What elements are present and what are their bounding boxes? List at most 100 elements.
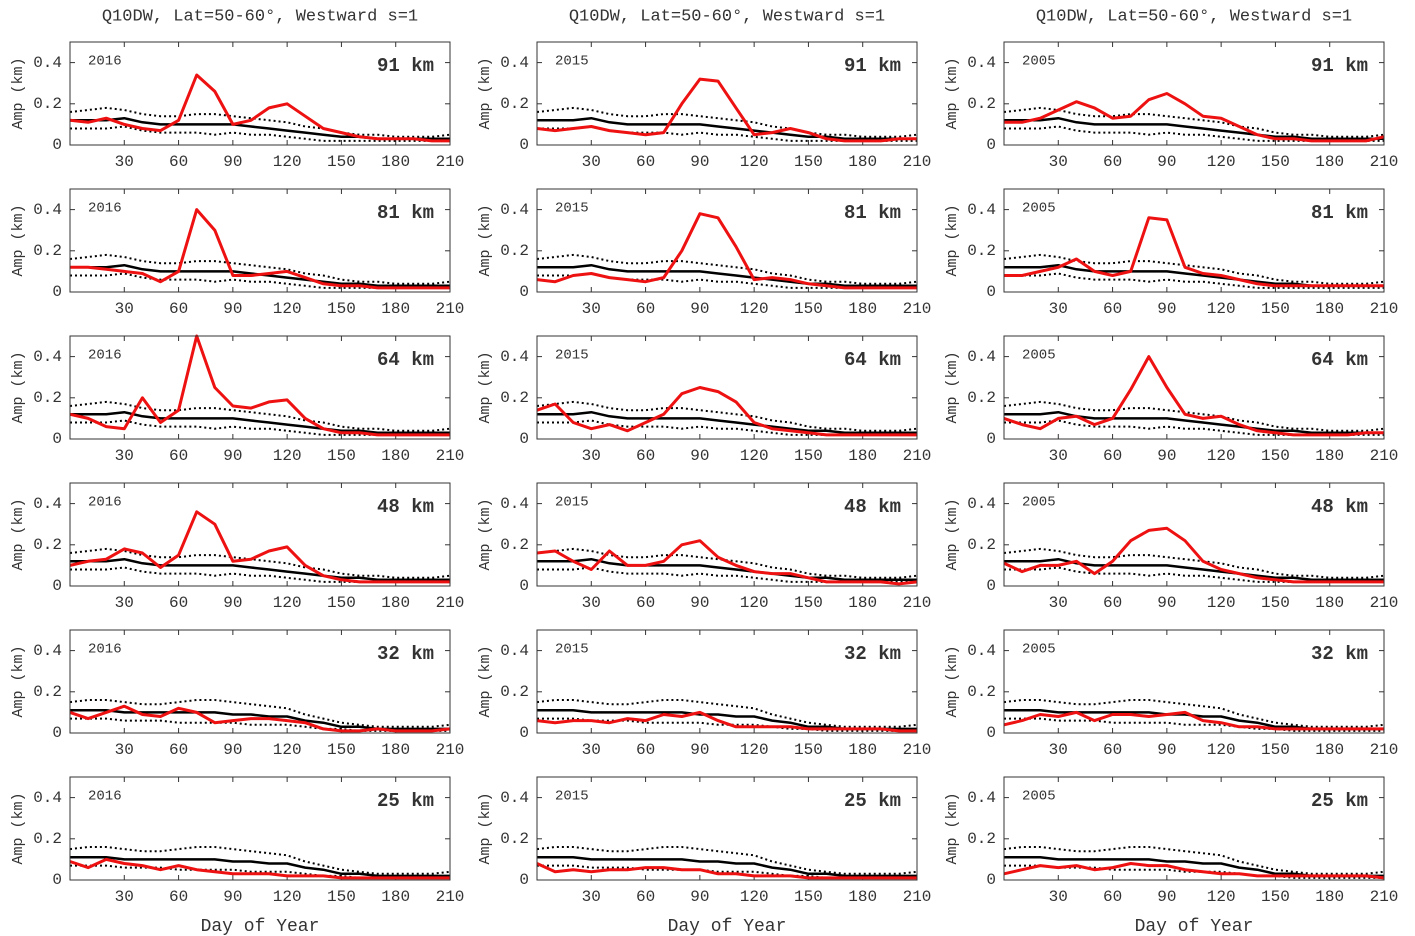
series-line — [69, 547, 451, 579]
x-tick-label: 30 — [1049, 153, 1068, 171]
altitude-label: 32 km — [1311, 643, 1368, 665]
altitude-label: 48 km — [1311, 496, 1368, 518]
x-tick-label: 90 — [223, 594, 242, 612]
y-tick-label: 0.2 — [500, 389, 529, 407]
y-tick-label: 0 — [52, 430, 62, 448]
y-tick-label: 0.2 — [967, 536, 996, 554]
x-tick-label: 90 — [223, 447, 242, 465]
y-tick-label: 0 — [986, 136, 996, 154]
x-tick-label: 60 — [636, 300, 655, 318]
x-tick-label: 210 — [436, 741, 465, 759]
series-line — [536, 386, 917, 437]
series-line — [536, 846, 918, 875]
x-tick-label: 150 — [794, 741, 823, 759]
series-line — [69, 400, 451, 432]
series-line — [69, 704, 451, 733]
x-tick-label: 120 — [273, 594, 302, 612]
series-line — [536, 77, 917, 143]
series-line — [69, 510, 450, 584]
x-tick-label: 150 — [794, 300, 823, 318]
series-line — [536, 699, 918, 728]
altitude-label: 91 km — [377, 55, 434, 77]
altitude-label: 64 km — [377, 349, 434, 371]
y-axis-label: Amp (km) — [477, 645, 494, 717]
y-axis-label: Amp (km) — [477, 204, 494, 276]
y-tick-label: 0.4 — [500, 642, 529, 660]
x-tick-label: 150 — [794, 447, 823, 465]
y-tick-label: 0.2 — [500, 95, 529, 113]
series-line — [69, 73, 450, 143]
x-tick-label: 30 — [115, 300, 134, 318]
y-tick-label: 0.2 — [500, 683, 529, 701]
year-label: 2015 — [555, 348, 589, 364]
altitude-label: 81 km — [844, 202, 901, 224]
series-line — [1004, 410, 1384, 435]
x-tick-label: 150 — [327, 153, 356, 171]
x-tick-label: 60 — [636, 594, 655, 612]
series-line — [537, 566, 917, 583]
year-label: 2005 — [1022, 642, 1056, 658]
series-line — [70, 557, 450, 582]
series-line — [536, 253, 918, 285]
x-tick-label: 150 — [327, 447, 356, 465]
x-tick-label: 90 — [690, 447, 709, 465]
altitude-label: 81 km — [1311, 202, 1368, 224]
year-label: 2005 — [1022, 789, 1056, 805]
y-tick-label: 0.4 — [33, 495, 62, 513]
series-line — [1004, 92, 1385, 143]
x-tick-label: 90 — [1157, 300, 1176, 318]
y-tick-label: 0 — [986, 724, 996, 742]
x-tick-label: 180 — [848, 447, 877, 465]
x-tick-label: 210 — [436, 153, 465, 171]
year-label: 2005 — [1022, 54, 1056, 70]
x-tick-label: 30 — [582, 741, 601, 759]
series-line — [69, 846, 451, 875]
series-line — [1003, 547, 1385, 579]
x-tick-label: 90 — [1157, 741, 1176, 759]
x-tick-label: 120 — [273, 447, 302, 465]
y-tick-label: 0 — [52, 724, 62, 742]
y-tick-label: 0 — [519, 871, 529, 889]
x-tick-label: 30 — [1049, 888, 1068, 906]
x-tick-label: 180 — [848, 888, 877, 906]
y-tick-label: 0 — [986, 871, 996, 889]
y-tick-label: 0.4 — [33, 54, 62, 72]
year-label: 2005 — [1022, 348, 1056, 364]
x-tick-label: 60 — [169, 153, 188, 171]
series-line — [69, 253, 451, 285]
x-tick-label: 120 — [740, 153, 769, 171]
series-line — [536, 710, 917, 733]
x-tick-label: 210 — [903, 300, 932, 318]
y-tick-label: 0 — [52, 871, 62, 889]
x-axis-label: Day of Year — [1135, 917, 1254, 936]
series-line — [1004, 717, 1384, 732]
series-line — [1004, 566, 1384, 583]
x-tick-label: 120 — [740, 888, 769, 906]
x-tick-label: 90 — [1157, 888, 1176, 906]
y-tick-label: 0.4 — [500, 201, 529, 219]
y-tick-label: 0.4 — [967, 642, 996, 660]
altitude-label: 25 km — [1311, 790, 1368, 812]
series-line — [537, 864, 917, 879]
axes-frame — [69, 482, 451, 587]
x-tick-label: 150 — [327, 300, 356, 318]
x-tick-label: 210 — [1370, 153, 1399, 171]
altitude-label: 48 km — [844, 496, 901, 518]
x-tick-label: 210 — [903, 888, 932, 906]
x-tick-label: 120 — [273, 300, 302, 318]
x-tick-label: 90 — [1157, 153, 1176, 171]
x-tick-label: 210 — [436, 594, 465, 612]
altitude-label: 25 km — [377, 790, 434, 812]
y-tick-label: 0.4 — [500, 348, 529, 366]
x-tick-label: 30 — [1049, 300, 1068, 318]
y-tick-label: 0 — [986, 577, 996, 595]
y-tick-label: 0 — [52, 136, 62, 154]
y-tick-label: 0 — [986, 283, 996, 301]
y-tick-label: 0.2 — [33, 683, 62, 701]
x-tick-label: 90 — [690, 300, 709, 318]
series-line — [1003, 862, 1385, 880]
x-tick-label: 30 — [115, 594, 134, 612]
x-tick-label: 210 — [903, 447, 932, 465]
x-axis-label: Day of Year — [201, 917, 320, 936]
altitude-label: 91 km — [844, 55, 901, 77]
